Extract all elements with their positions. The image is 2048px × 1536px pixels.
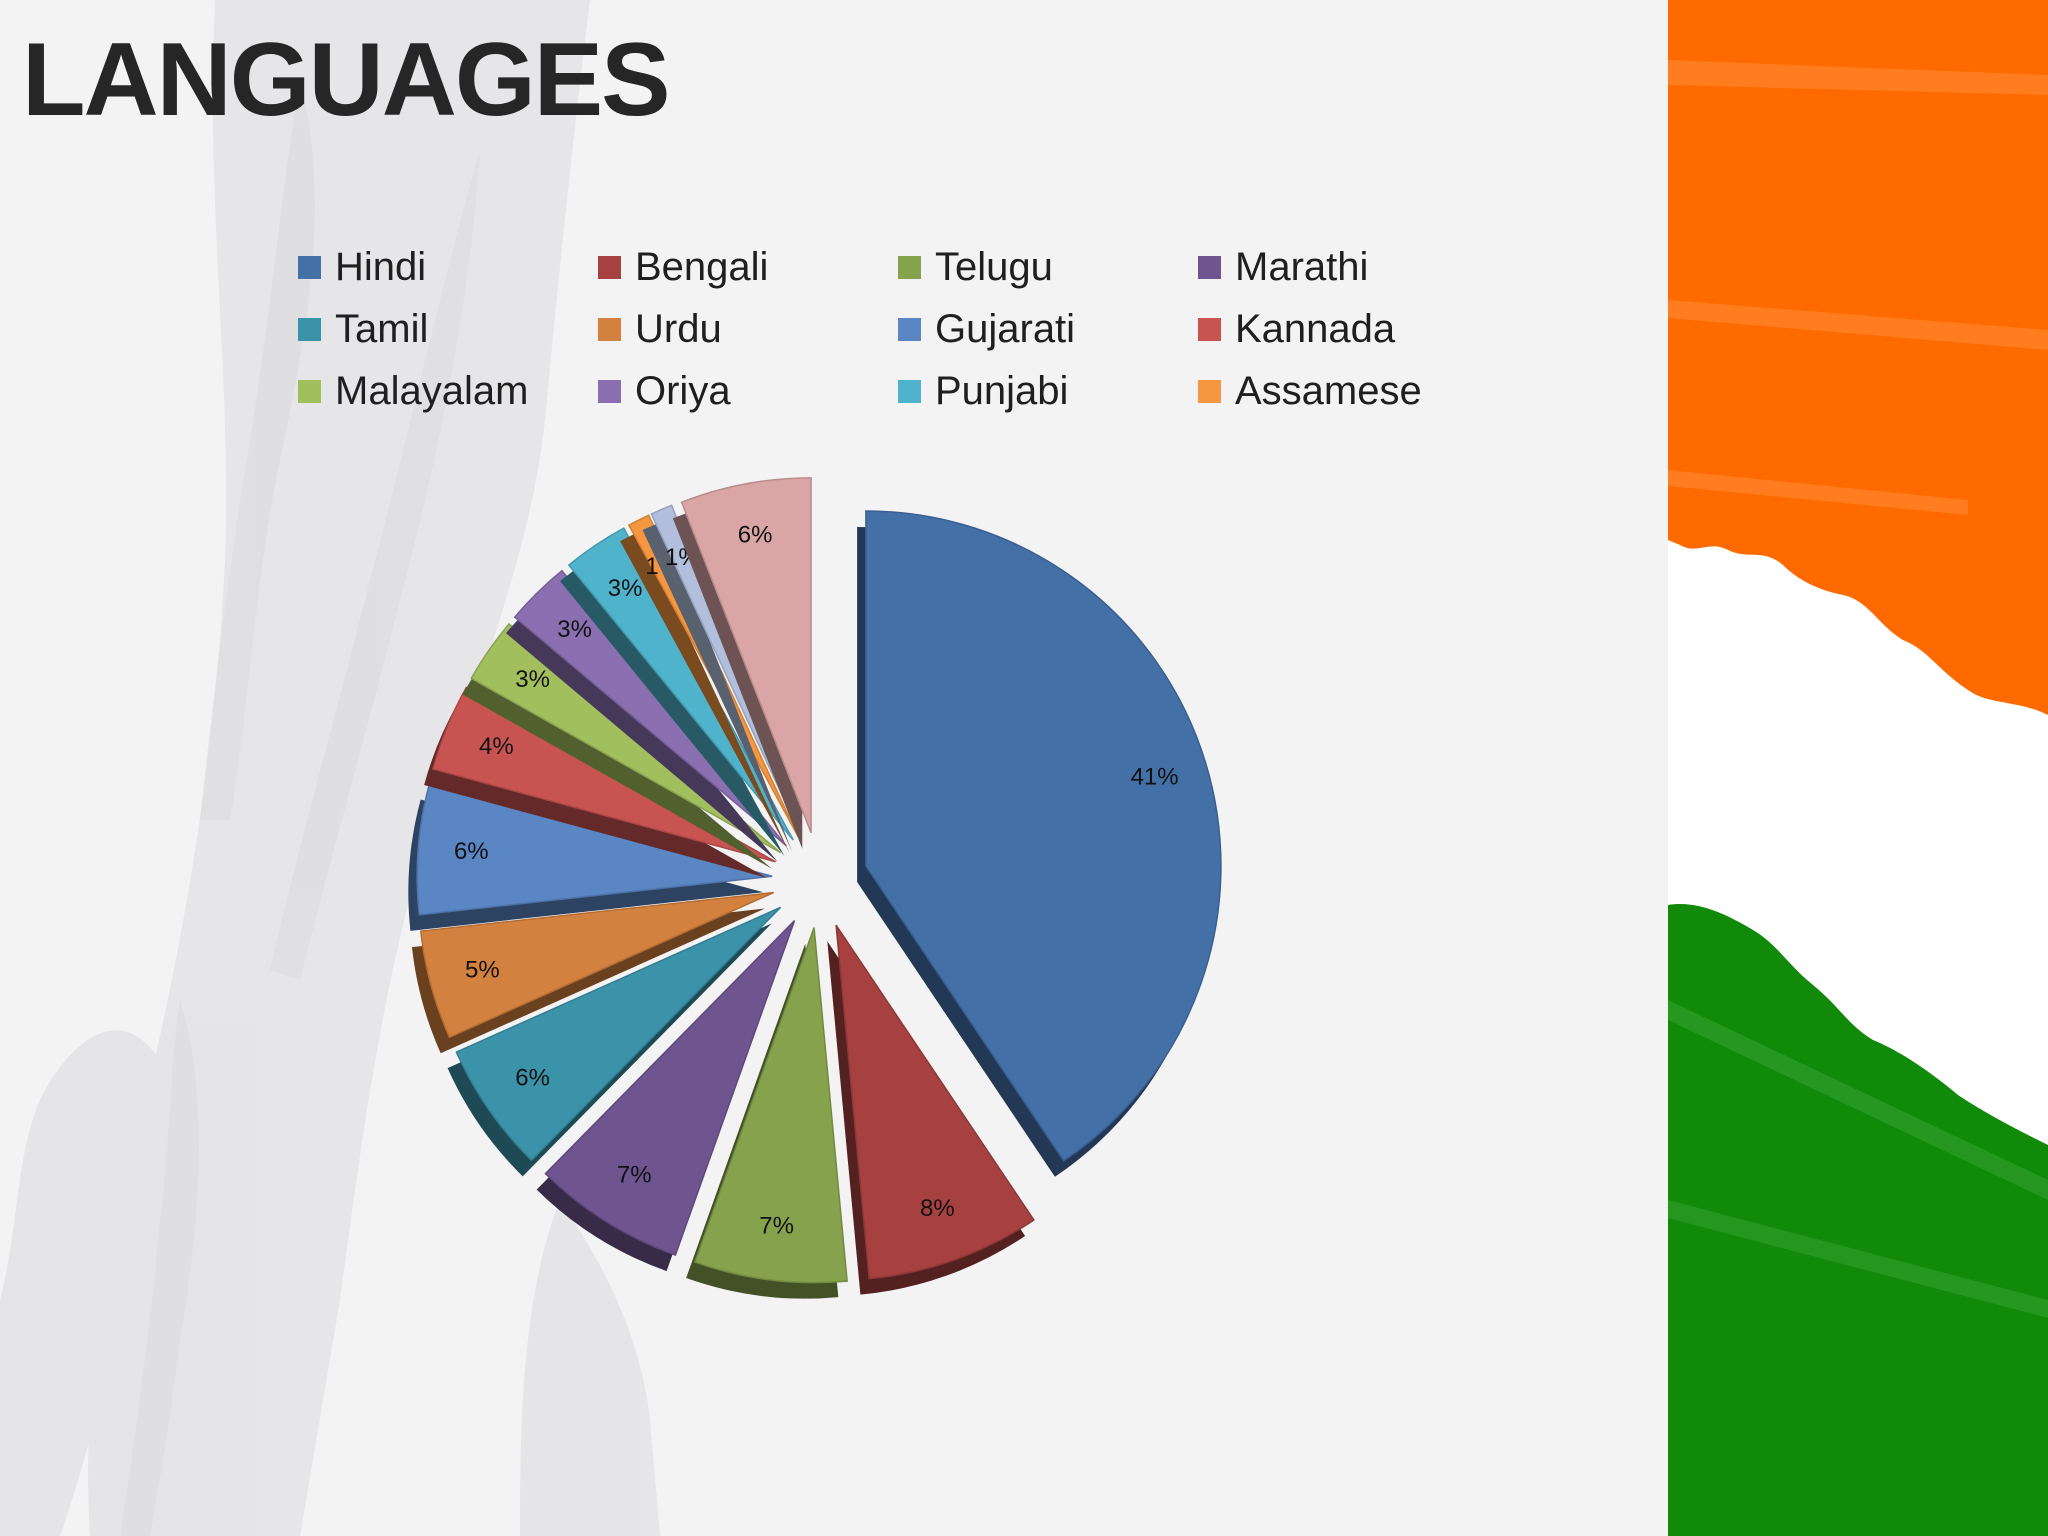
pie-data-label: 7% xyxy=(617,1162,652,1189)
pie-data-label: 6% xyxy=(738,522,773,549)
legend-item: Marathi xyxy=(1198,242,1478,292)
pie-data-label: 8% xyxy=(920,1195,955,1222)
pie-data-label: 5% xyxy=(465,957,500,984)
pie-slice xyxy=(827,924,1035,1295)
pie-data-label: 7% xyxy=(759,1212,794,1239)
pie-slice-face xyxy=(865,510,1222,1162)
pie-slice xyxy=(447,906,782,1177)
page-title: LANGUAGES xyxy=(22,22,670,138)
pie-slice-face xyxy=(835,924,1035,1280)
pie-slice-face xyxy=(513,569,787,847)
legend-swatch xyxy=(598,255,621,279)
pie-slice xyxy=(672,477,812,849)
legend-swatch xyxy=(898,379,921,403)
legend-label: Oriya xyxy=(635,368,731,413)
legend-label: Urdu xyxy=(635,306,722,351)
pie-slice-side xyxy=(620,531,790,854)
pie-slice-face xyxy=(567,527,794,841)
pie-data-label: 6% xyxy=(515,1065,550,1092)
legend-item: Hindi xyxy=(298,242,598,292)
legend-label: Gujarati xyxy=(935,306,1076,351)
legend-swatch xyxy=(298,255,321,279)
legend-item: Gujarati xyxy=(898,304,1198,354)
legend-label: Telugu xyxy=(935,244,1053,289)
pie-slice xyxy=(505,569,787,862)
legend-label: Hindi xyxy=(335,244,427,289)
legend-swatch xyxy=(1198,379,1221,403)
legend-item: Punjabi xyxy=(898,366,1198,416)
legend-swatch xyxy=(1198,255,1221,279)
pie-slice xyxy=(686,927,848,1299)
pie-slice xyxy=(642,504,802,852)
legend-item: Oriya xyxy=(598,366,898,416)
pie-data-label: 4% xyxy=(479,733,514,760)
pie-data-label: 3% xyxy=(608,575,643,602)
pie-slice xyxy=(411,891,774,1054)
legend-item: Tamil xyxy=(298,304,598,354)
legend-swatch xyxy=(1198,317,1221,341)
legend-item: Malayalam xyxy=(298,366,598,416)
legend-label: Malayalam xyxy=(335,368,529,413)
pie-data-label: 3% xyxy=(557,616,592,643)
legend-item: Kannada xyxy=(1198,304,1478,354)
pie-data-label: 6% xyxy=(454,838,489,865)
pie-slice-face xyxy=(544,920,796,1257)
legend-swatch xyxy=(298,379,321,403)
pie-slice xyxy=(857,510,1222,1177)
pie-slice-face xyxy=(419,891,774,1039)
legend-swatch xyxy=(298,317,321,341)
legend-label: Punjabi xyxy=(935,368,1069,413)
legend-label: Tamil xyxy=(335,306,429,351)
background-texture xyxy=(0,0,660,1536)
legend-swatch xyxy=(598,317,621,341)
pie-slice-side xyxy=(642,521,793,852)
pie-slice-face xyxy=(680,477,812,834)
legend-label: Marathi xyxy=(1235,244,1369,289)
pie-slice-face xyxy=(693,927,848,1284)
pie-slice-face xyxy=(650,504,802,837)
legend-swatch xyxy=(898,255,921,279)
legend-label: Assamese xyxy=(1235,368,1422,413)
legend-item: Urdu xyxy=(598,304,898,354)
legend-label: Bengali xyxy=(635,244,769,289)
legend-swatch xyxy=(898,317,921,341)
pie-data-label: 3% xyxy=(515,666,550,693)
legend-item: Bengali xyxy=(598,242,898,292)
legend-item: Telugu xyxy=(898,242,1198,292)
chart-legend: Hindi Bengali Telugu Marathi Tamil Urdu Gujara… xyxy=(298,242,1478,416)
legend-label: Kannada xyxy=(1235,306,1396,351)
pie-slice-face xyxy=(455,906,782,1162)
pie-data-label: 41% xyxy=(1131,763,1179,790)
pie-slice xyxy=(536,920,796,1272)
pie-slice xyxy=(560,527,794,857)
indian-flag-brush-strokes xyxy=(1668,0,2048,1536)
pie-slice xyxy=(408,782,773,931)
legend-item: Assamese xyxy=(1198,366,1478,416)
legend-swatch xyxy=(598,379,621,403)
